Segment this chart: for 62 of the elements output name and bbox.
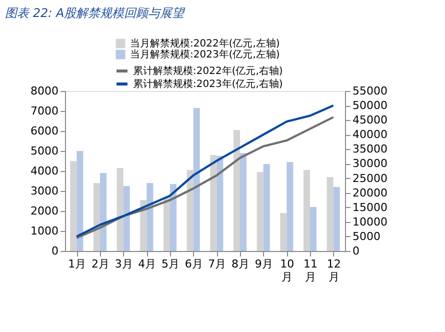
bar bbox=[216, 156, 224, 251]
y2-tick-label: 20000 bbox=[352, 186, 388, 200]
y-tick-label: 7000 bbox=[30, 104, 58, 118]
legend-label: 当月解禁规模:2022年(亿元,左轴) bbox=[130, 38, 280, 50]
x-tick-label: 6月 bbox=[184, 258, 203, 270]
bar bbox=[233, 130, 240, 251]
y2-tick-label: 55000 bbox=[352, 84, 388, 98]
x-tick-label: 1月 bbox=[68, 258, 86, 270]
bar bbox=[76, 151, 84, 251]
y2-tick-label: 35000 bbox=[352, 142, 388, 156]
y-tick-label: 4000 bbox=[30, 164, 58, 178]
x-tick-label: 10月 bbox=[280, 258, 294, 284]
x-tick-label: 2月 bbox=[92, 258, 110, 270]
bar bbox=[310, 207, 317, 251]
y2-tick-label: 50000 bbox=[352, 99, 388, 112]
legend-label: 当月解禁规模:2023年(亿元,左轴) bbox=[130, 48, 280, 60]
x-tick-label: 11月 bbox=[304, 258, 318, 284]
y-tick-label: 5000 bbox=[30, 144, 58, 158]
bar bbox=[163, 197, 170, 251]
bar bbox=[303, 170, 310, 251]
bar bbox=[146, 183, 154, 251]
x-tick-label: 5月 bbox=[162, 258, 180, 270]
y2-tick-label: 45000 bbox=[352, 114, 388, 127]
bar bbox=[326, 177, 334, 251]
y2-tick-label: 25000 bbox=[352, 172, 388, 185]
bar bbox=[140, 200, 147, 251]
y-tick-label: 8000 bbox=[30, 84, 58, 98]
y2-tick-label: 5000 bbox=[352, 230, 380, 243]
bar bbox=[256, 172, 264, 251]
bar bbox=[100, 173, 107, 251]
x-tick-label: 9月 bbox=[254, 258, 273, 270]
y2-tick-label: 10000 bbox=[352, 215, 388, 228]
y-tick-label: 3000 bbox=[30, 184, 58, 198]
bar bbox=[210, 155, 217, 251]
legend-label: 累计解禁规模:2023年(亿元,右轴) bbox=[133, 78, 283, 90]
bar bbox=[280, 213, 287, 251]
y2-tick-label: 15000 bbox=[352, 200, 388, 214]
legend-label: 累计解禁规模:2022年(亿元,右轴) bbox=[133, 65, 283, 77]
bar bbox=[286, 162, 294, 251]
x-tick-label: 3月 bbox=[114, 258, 133, 270]
y-tick-label: 2000 bbox=[30, 204, 58, 218]
y-tick-label: 1000 bbox=[30, 224, 58, 238]
y2-tick-label: 40000 bbox=[352, 128, 388, 142]
chart-title: 图表 22: A股解禁规模回顾与展望 bbox=[5, 6, 186, 20]
bar bbox=[123, 186, 130, 251]
bar bbox=[93, 183, 100, 251]
bar bbox=[263, 164, 270, 251]
x-tick-label: 12月 bbox=[326, 258, 341, 284]
bar bbox=[240, 153, 247, 251]
y2-tick-label: 30000 bbox=[352, 157, 388, 170]
x-tick-label: 4月 bbox=[138, 258, 156, 270]
y-tick-label: 0 bbox=[52, 244, 58, 258]
bar bbox=[70, 161, 77, 251]
x-tick-label: 7月 bbox=[208, 258, 226, 270]
y2-tick-label: 0 bbox=[352, 244, 360, 258]
x-tick-label: 8月 bbox=[232, 258, 250, 270]
bar bbox=[333, 187, 340, 251]
bar bbox=[193, 108, 200, 251]
bar bbox=[116, 168, 124, 251]
y-tick-label: 6000 bbox=[30, 124, 58, 138]
bar bbox=[186, 170, 194, 251]
bar bbox=[170, 184, 177, 251]
